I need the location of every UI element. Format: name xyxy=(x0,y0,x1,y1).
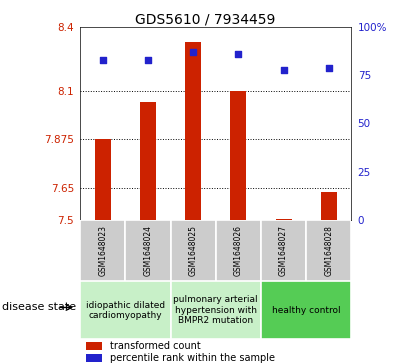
Text: GSM1648023: GSM1648023 xyxy=(98,225,107,276)
Bar xyxy=(261,281,351,339)
Text: idiopathic dilated
cardiomyopathy: idiopathic dilated cardiomyopathy xyxy=(86,301,165,320)
Text: GSM1648025: GSM1648025 xyxy=(189,225,198,276)
Bar xyxy=(231,91,246,220)
Bar xyxy=(85,342,102,350)
Point xyxy=(190,49,196,55)
Text: disease state: disease state xyxy=(2,302,76,313)
Bar xyxy=(276,219,291,220)
Bar xyxy=(140,102,156,220)
Bar xyxy=(216,220,261,281)
Point xyxy=(99,57,106,63)
Bar xyxy=(95,139,111,220)
Point xyxy=(235,51,242,57)
Point xyxy=(326,65,332,70)
Bar xyxy=(80,281,171,339)
Point xyxy=(280,67,287,73)
Bar xyxy=(185,42,201,220)
Text: GSM1648024: GSM1648024 xyxy=(143,225,152,276)
Bar xyxy=(80,220,125,281)
Text: pulmonary arterial
hypertension with
BMPR2 mutation: pulmonary arterial hypertension with BMP… xyxy=(173,295,258,325)
Bar xyxy=(171,281,261,339)
Bar xyxy=(171,220,216,281)
Text: GSM1648027: GSM1648027 xyxy=(279,225,288,276)
Bar xyxy=(306,220,351,281)
Bar xyxy=(321,192,337,220)
Text: GSM1648026: GSM1648026 xyxy=(234,225,243,276)
Text: transformed count: transformed count xyxy=(110,341,201,351)
Text: GDS5610 / 7934459: GDS5610 / 7934459 xyxy=(135,13,276,27)
Bar xyxy=(125,220,171,281)
Bar xyxy=(261,220,306,281)
Bar xyxy=(85,354,102,362)
Text: GSM1648028: GSM1648028 xyxy=(324,225,333,276)
Point xyxy=(145,57,151,63)
Text: healthy control: healthy control xyxy=(272,306,340,315)
Text: percentile rank within the sample: percentile rank within the sample xyxy=(110,353,275,363)
